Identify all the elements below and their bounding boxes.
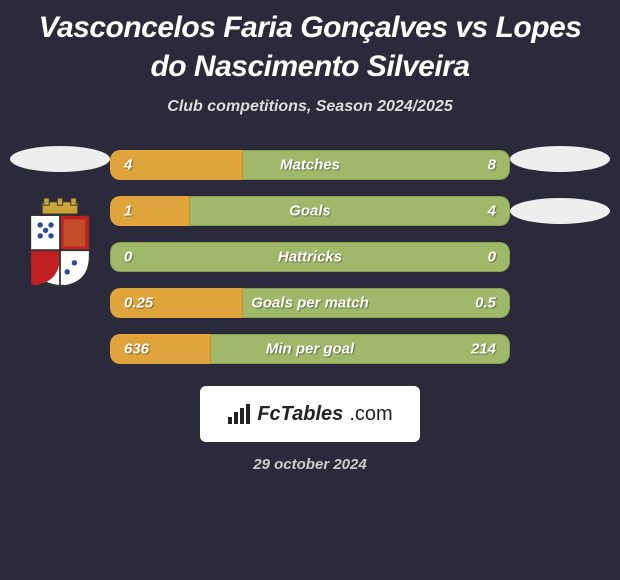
stat-label: Goals [289, 203, 331, 220]
footer-date: 29 october 2024 [0, 456, 620, 473]
player-left-ellipse [10, 146, 110, 172]
stat-row: 4 Matches 8 [110, 150, 510, 180]
player-right-ellipse-2 [510, 198, 610, 224]
stat-label: Hattricks [278, 249, 342, 266]
stat-value-right: 214 [471, 341, 496, 358]
footer-brand[interactable]: FcTables .com [200, 386, 420, 442]
player-left-column [10, 146, 110, 288]
stat-value-right: 4 [488, 203, 496, 220]
stat-value-right: 0 [488, 249, 496, 266]
comparison-content: 4 Matches 8 1 Goals 4 0 Hattricks 0 0.25 Goals per… [0, 146, 620, 364]
stat-value-left: 4 [124, 157, 132, 174]
stat-label: Min per goal [266, 341, 354, 358]
stat-label: Goals per match [251, 295, 369, 312]
stat-row: 636 Min per goal 214 [110, 334, 510, 364]
stat-row: 1 Goals 4 [110, 196, 510, 226]
subtitle: Club competitions, Season 2024/2025 [0, 98, 620, 116]
player-right-ellipse-1 [510, 146, 610, 172]
stat-value-right: 8 [488, 157, 496, 174]
bar-fill [110, 196, 190, 226]
club-crest-left [15, 198, 105, 288]
crest-icon [15, 198, 105, 288]
stat-row: 0 Hattricks 0 [110, 242, 510, 272]
stat-value-left: 636 [124, 341, 149, 358]
player-right-column [510, 146, 610, 224]
stat-value-left: 1 [124, 203, 132, 220]
stat-row: 0.25 Goals per match 0.5 [110, 288, 510, 318]
bars-icon [227, 403, 251, 425]
stat-bars: 4 Matches 8 1 Goals 4 0 Hattricks 0 0.25 Goals per… [110, 146, 510, 364]
stat-value-right: 0.5 [475, 295, 496, 312]
brand-name: FcTables [257, 403, 343, 426]
page-title: Vasconcelos Faria Gonçalves vs Lopes do … [0, 0, 620, 86]
stat-label: Matches [280, 157, 340, 174]
stat-value-left: 0 [124, 249, 132, 266]
brand-suffix: .com [349, 403, 392, 426]
stat-value-left: 0.25 [124, 295, 153, 312]
